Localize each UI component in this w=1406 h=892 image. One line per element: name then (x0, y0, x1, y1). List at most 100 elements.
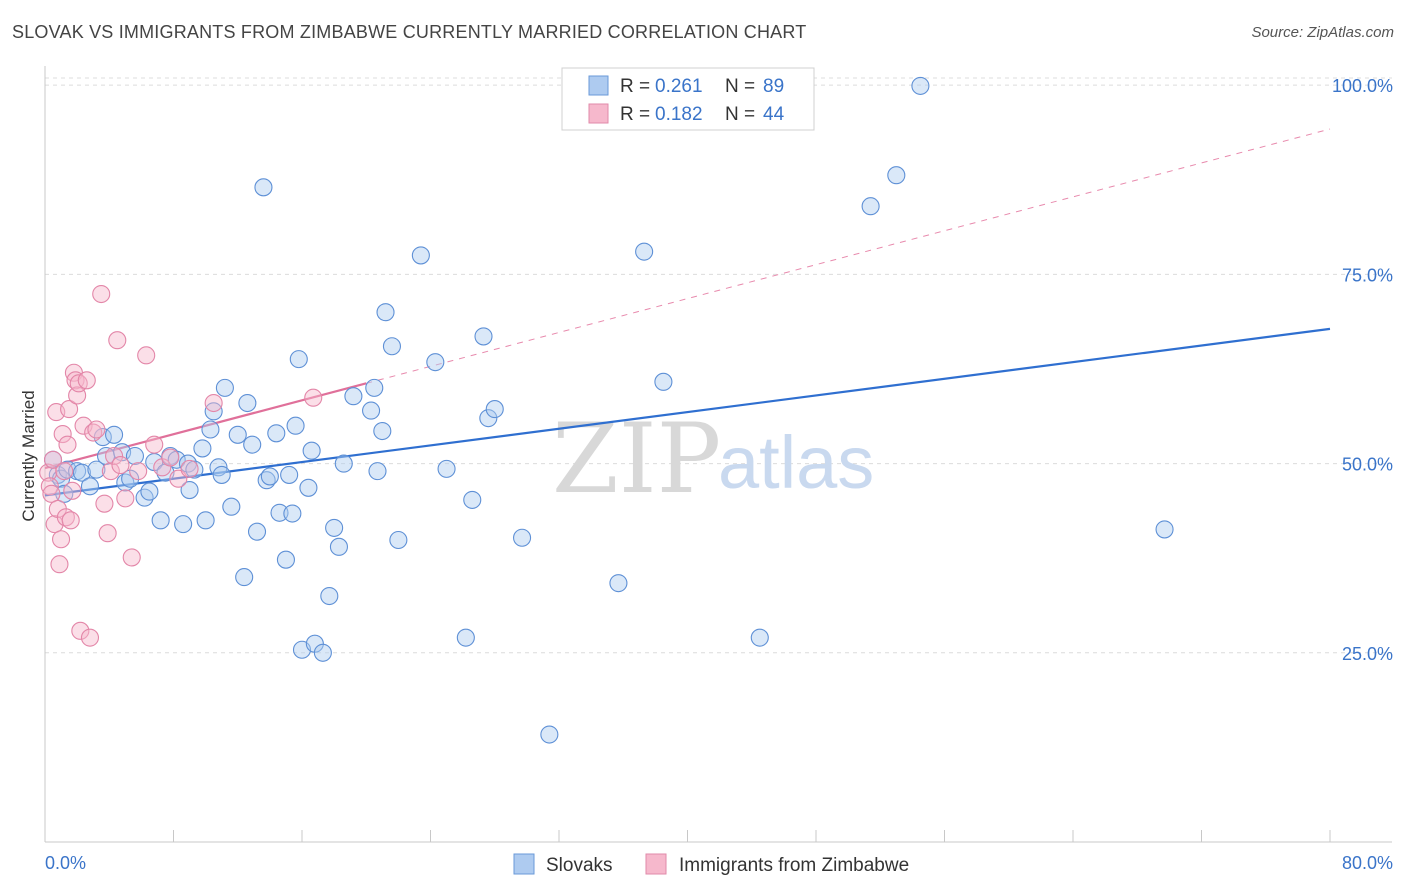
point-slovaks (654, 372, 673, 391)
point-slovaks (58, 460, 77, 479)
legend-n-value: 89 (763, 76, 784, 97)
trend-line-slovaks (44, 327, 1331, 497)
point-zimbabwe (204, 393, 223, 413)
point-slovaks (344, 387, 363, 406)
point-slovaks (485, 400, 504, 419)
point-slovaks (373, 421, 392, 441)
point-slovaks (135, 488, 154, 507)
point-slovaks (289, 350, 308, 369)
point-slovaks (362, 401, 381, 420)
point-slovaks (196, 511, 215, 530)
legend-r-label: R = (620, 76, 650, 97)
point-zimbabwe (63, 481, 82, 500)
point-slovaks (283, 504, 302, 523)
point-slovaks (125, 446, 144, 466)
point-slovaks (174, 515, 193, 534)
point-slovaks (389, 530, 408, 550)
point-slovaks (270, 503, 289, 522)
point-zimbabwe (80, 628, 100, 647)
point-zimbabwe (56, 508, 75, 527)
x-tick-label: 0.0% (45, 853, 86, 873)
point-slovaks (1155, 520, 1174, 539)
legend-swatch-slovaks (588, 75, 609, 96)
point-slovaks (222, 497, 241, 516)
point-zimbabwe (111, 456, 130, 475)
point-zimbabwe (101, 462, 120, 481)
point-zimbabwe (180, 459, 199, 478)
series-legend: Slovaks Immigrants from Zimbabwe (513, 853, 909, 876)
point-zimbabwe (50, 555, 69, 574)
point-zimbabwe (42, 484, 61, 503)
point-slovaks (887, 166, 906, 185)
point-slovaks (635, 242, 654, 261)
point-zimbabwe (304, 388, 323, 407)
point-slovaks (861, 197, 880, 216)
point-slovaks (368, 462, 387, 481)
point-slovaks (313, 643, 332, 662)
bottom-legend-swatch-zimbabwe (645, 853, 667, 875)
point-slovaks (376, 303, 395, 322)
chart-title: SLOVAK VS IMMIGRANTS FROM ZIMBABWE CURRE… (12, 22, 807, 42)
point-slovaks (276, 550, 295, 569)
point-slovaks (426, 353, 445, 372)
point-zimbabwe (43, 450, 63, 469)
point-slovaks (325, 518, 344, 537)
legend-n-label: N = (725, 104, 755, 125)
trend-line-zimbabwe (44, 382, 367, 470)
point-slovaks (437, 459, 456, 478)
point-zimbabwe (53, 425, 72, 444)
point-slovaks (299, 478, 318, 497)
point-slovaks (87, 460, 106, 479)
point-slovaks (247, 522, 267, 541)
point-slovaks (456, 628, 475, 647)
point-slovaks (193, 439, 212, 458)
point-slovaks (238, 393, 257, 413)
point-slovaks (463, 490, 482, 509)
point-slovaks (260, 467, 279, 486)
point-slovaks (267, 424, 286, 443)
watermark: ZIP atlas (552, 403, 874, 515)
data-points (39, 76, 1174, 744)
point-slovaks (911, 76, 930, 95)
gridlines (45, 77, 1392, 654)
legend-r-value: 0.261 (655, 76, 703, 97)
point-zimbabwe (95, 494, 114, 513)
point-slovaks (474, 327, 493, 346)
bottom-legend-slovaks: Slovaks (546, 855, 613, 876)
point-slovaks (302, 441, 321, 460)
point-zimbabwe (161, 448, 180, 467)
point-zimbabwe (116, 489, 135, 508)
point-slovaks (228, 425, 247, 444)
point-slovaks (286, 416, 305, 435)
watermark-zip: ZIP (552, 403, 721, 515)
point-slovaks (609, 574, 628, 593)
point-zimbabwe (108, 331, 127, 350)
point-zimbabwe (87, 420, 106, 439)
bottom-legend-swatch-slovaks (513, 853, 535, 875)
point-slovaks (180, 481, 199, 500)
point-slovaks (185, 460, 204, 479)
point-slovaks (750, 628, 769, 647)
point-zimbabwe (92, 284, 111, 304)
axes (44, 66, 1392, 843)
point-zimbabwe (61, 511, 80, 530)
point-zimbabwe (137, 346, 156, 365)
y-tick-label: 75.0% (1342, 265, 1393, 285)
point-slovaks (151, 511, 170, 530)
y-tick-label: 25.0% (1342, 644, 1393, 664)
point-slovaks (235, 568, 254, 587)
point-slovaks (411, 246, 430, 265)
point-slovaks (334, 454, 353, 473)
legend-n-value: 44 (763, 104, 785, 125)
point-slovaks (254, 178, 273, 197)
point-zimbabwe (52, 530, 71, 549)
point-slovaks (513, 528, 532, 547)
x-tick-label: 80.0% (1342, 853, 1393, 873)
point-zimbabwe (105, 446, 124, 466)
point-zimbabwe (40, 477, 59, 496)
point-slovaks (93, 428, 112, 447)
trend-extension-zimbabwe (366, 128, 1331, 384)
point-slovaks (80, 477, 100, 496)
point-slovaks (329, 537, 348, 556)
